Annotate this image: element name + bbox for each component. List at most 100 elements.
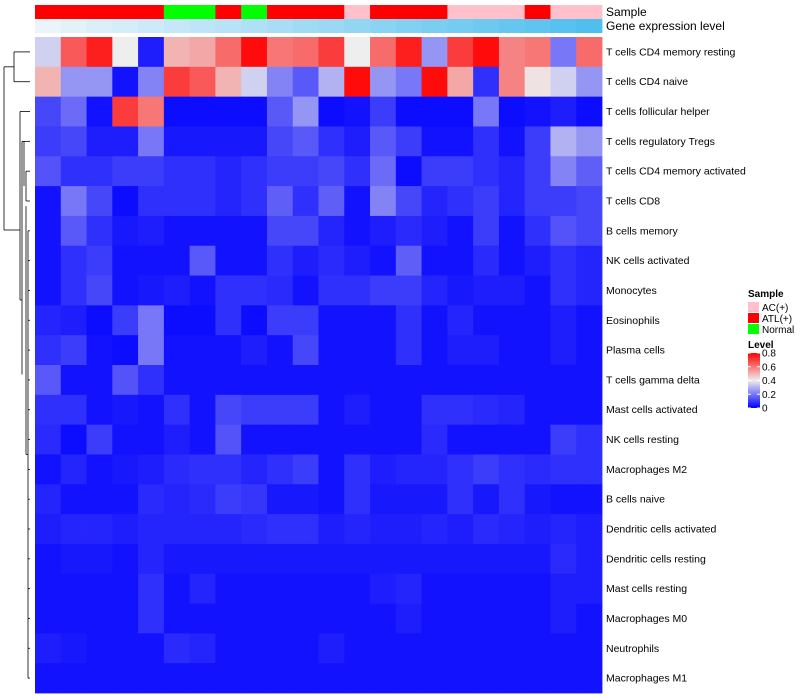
heatmap-cell (395, 394, 422, 426)
heatmap-cell (215, 305, 242, 336)
heatmap-cell (473, 394, 500, 426)
row-label: T cells CD4 memory activated (606, 166, 746, 178)
heatmap-cell (266, 663, 294, 694)
heatmap-cell (292, 245, 319, 276)
row-label: Neutrophils (606, 643, 659, 655)
heatmap-cell (163, 66, 191, 98)
heatmap-cell (421, 633, 448, 664)
heatmap-cell (370, 156, 397, 187)
heatmap-cell (318, 215, 345, 247)
heatmap-cell (524, 514, 551, 545)
sample-annotation-cell (163, 5, 191, 19)
heatmap-cell (344, 603, 371, 634)
heatmap-cell (524, 573, 551, 604)
heatmap-cell (318, 365, 345, 396)
heatmap-cell (395, 424, 422, 455)
sample-annotation-cell (86, 5, 113, 19)
heatmap-cell (163, 663, 191, 694)
heatmap-cell (318, 514, 345, 545)
heatmap-cell (370, 245, 397, 276)
heatmap-cell (447, 275, 474, 306)
heatmap-cell (35, 633, 62, 664)
heatmap-cell (370, 663, 397, 694)
heatmap-cell (292, 66, 319, 98)
heatmap-cell (318, 305, 345, 336)
heatmap-cell (35, 156, 62, 187)
heatmap-cell (86, 66, 113, 98)
gene-expression-annotation-cell (35, 19, 62, 33)
heatmap-cell (163, 573, 191, 604)
heatmap-cell (395, 126, 422, 157)
heatmap-cell (473, 96, 500, 127)
heatmap-cell (524, 394, 551, 426)
gene-expression-annotation-cell (86, 19, 113, 33)
heatmap-cell (86, 603, 113, 634)
heatmap-cell (60, 305, 87, 336)
heatmap-cell (524, 66, 551, 98)
sample-legend-swatch (748, 313, 759, 323)
heatmap-cell (241, 305, 268, 336)
heatmap-cell (447, 543, 474, 575)
heatmap-cell (266, 305, 294, 336)
heatmap-cell (473, 424, 500, 455)
heatmap-cell (266, 96, 294, 127)
heatmap-cell (498, 365, 526, 396)
heatmap-cell (86, 633, 113, 664)
heatmap-cell (344, 37, 371, 68)
heatmap-cell (576, 186, 603, 217)
sample-annotation-cell (344, 5, 371, 19)
heatmap-cell (266, 424, 294, 455)
heatmap-cell (550, 365, 577, 396)
heatmap-cell (498, 215, 526, 247)
heatmap-cell (421, 37, 448, 68)
heatmap-cell (292, 156, 319, 187)
heatmap-cell (447, 37, 474, 68)
heatmap-cell (318, 663, 345, 694)
heatmap-cell (370, 394, 397, 426)
heatmap-cell (292, 394, 319, 426)
heatmap-cell (189, 66, 216, 98)
heatmap-cell (35, 126, 62, 157)
heatmap-cell (421, 454, 448, 485)
level-legend-title: Level (748, 340, 774, 351)
heatmap-cell (576, 633, 603, 664)
heatmap-cell (163, 424, 191, 455)
heatmap-cell (421, 186, 448, 217)
heatmap-cell (241, 663, 268, 694)
heatmap-cell (189, 484, 216, 515)
heatmap-cell (498, 305, 526, 336)
heatmap-cell (447, 126, 474, 157)
row-label: Plasma cells (606, 345, 665, 357)
heatmap-cell (112, 514, 139, 545)
heatmap-cell (370, 275, 397, 306)
row-label: Macrophages M2 (606, 464, 687, 476)
heatmap-cell (576, 305, 603, 336)
heatmap-cell (447, 215, 474, 247)
heatmap-cell (35, 424, 62, 455)
heatmap-cell (189, 245, 216, 276)
heatmap-cell (163, 514, 191, 545)
heatmap-cell (370, 215, 397, 247)
heatmap-cell (473, 484, 500, 515)
heatmap-cell (550, 66, 577, 98)
heatmap-cell (473, 573, 500, 604)
heatmap-cell (86, 424, 113, 455)
gene-expression-annotation-cell (576, 19, 603, 33)
heatmap-cell (215, 186, 242, 217)
sample-annotation-cell (60, 5, 87, 19)
heatmap-cell (550, 275, 577, 306)
heatmap-cell (447, 663, 474, 694)
heatmap-cell (395, 633, 422, 664)
sample-annotation-cell (189, 5, 216, 19)
heatmap-cell (344, 573, 371, 604)
heatmap-cell (35, 215, 62, 247)
heatmap-cell (215, 365, 242, 396)
heatmap-cell (138, 633, 165, 664)
heatmap-cell (138, 424, 165, 455)
sample-legend-label: Normal (762, 325, 794, 336)
heatmap-cell (112, 335, 139, 366)
heatmap-cell (421, 365, 448, 396)
gene-expression-annotation-cell (498, 19, 526, 33)
heatmap-cell (189, 305, 216, 336)
